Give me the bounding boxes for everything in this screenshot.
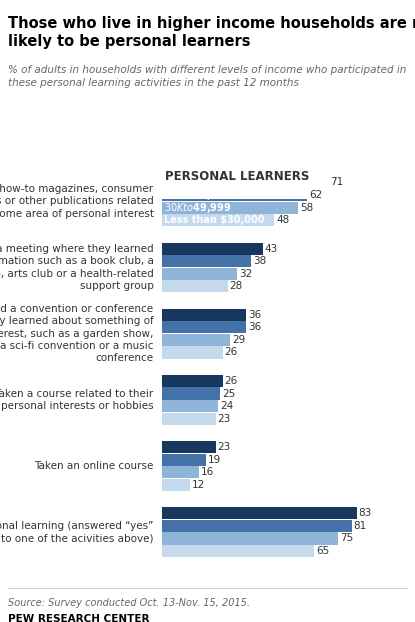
Text: 38: 38 [253,256,266,266]
Text: Attended a meeting where they learned
new information such as a book club, a
spo: Attended a meeting where they learned ne… [0,244,154,291]
Bar [162,466,199,478]
Text: 28: 28 [229,281,243,291]
Bar [162,189,307,201]
Bar [162,202,298,214]
Text: 12: 12 [192,480,205,490]
Bar [162,346,223,359]
Text: 71: 71 [330,177,344,187]
Bar [162,453,206,466]
Bar [162,177,328,188]
Text: PERSONAL LEARNERS: PERSONAL LEARNERS [165,170,310,183]
Text: Taken a course related to their
personal interests or hobbies: Taken a course related to their personal… [0,389,154,411]
Text: Less than $30,000: Less than $30,000 [164,215,265,225]
Text: $50K to $74,999: $50K to $74,999 [164,188,232,202]
Bar [162,520,352,532]
Text: 36: 36 [248,322,261,332]
Text: PEW RESEARCH CENTER: PEW RESEARCH CENTER [8,614,150,622]
Text: 48: 48 [276,215,290,225]
Text: 23: 23 [218,414,231,424]
Text: Taken an online course: Taken an online course [34,461,154,471]
Bar [162,441,216,453]
Bar [162,309,246,321]
Text: 58: 58 [300,203,313,213]
Text: 75: 75 [339,534,353,544]
Bar [162,255,251,267]
Text: 16: 16 [201,467,215,477]
Text: Attended a convention or conference
where they learned about something of
person: Attended a convention or conference wher… [0,304,154,363]
Text: 23: 23 [218,442,231,452]
Text: 62: 62 [309,190,322,200]
Bar [162,267,237,280]
Bar [162,388,220,400]
Bar [162,322,246,333]
Bar [162,545,314,557]
Text: 32: 32 [239,269,252,279]
Text: 29: 29 [232,335,245,345]
Bar [162,479,190,491]
Bar [162,281,227,292]
Text: Those who live in higher income households are more
likely to be personal learne: Those who live in higher income househol… [8,16,415,49]
Bar [162,375,223,387]
Text: 43: 43 [265,244,278,254]
Text: 26: 26 [225,376,238,386]
Bar [162,532,338,544]
Text: Source: Survey conducted Oct. 13-Nov. 15, 2015.: Source: Survey conducted Oct. 13-Nov. 15… [8,598,250,608]
Text: 36: 36 [248,310,261,320]
Text: $75,000  or more: $75,000 or more [164,177,258,187]
Text: 83: 83 [359,508,372,518]
Text: 19: 19 [208,455,222,465]
Bar [162,412,216,425]
Text: 65: 65 [316,546,330,556]
Bar [162,214,274,226]
Text: 25: 25 [222,389,236,399]
Bar [162,334,230,346]
Bar [162,508,356,519]
Text: 24: 24 [220,401,233,411]
Text: % of adults in households with different levels of income who participated in
th: % of adults in households with different… [8,65,407,88]
Text: $30K to $49,999: $30K to $49,999 [164,201,232,215]
Bar [162,400,218,412]
Text: Overall personal learning (answered “yes”
to one of the acivities above): Overall personal learning (answered “yes… [0,521,154,544]
Text: Read how-to magazines, consumer
magazines or other publications related
to some : Read how-to magazines, consumer magazine… [0,184,154,219]
Text: 81: 81 [354,521,367,531]
Text: 26: 26 [225,348,238,358]
Bar [162,243,263,255]
